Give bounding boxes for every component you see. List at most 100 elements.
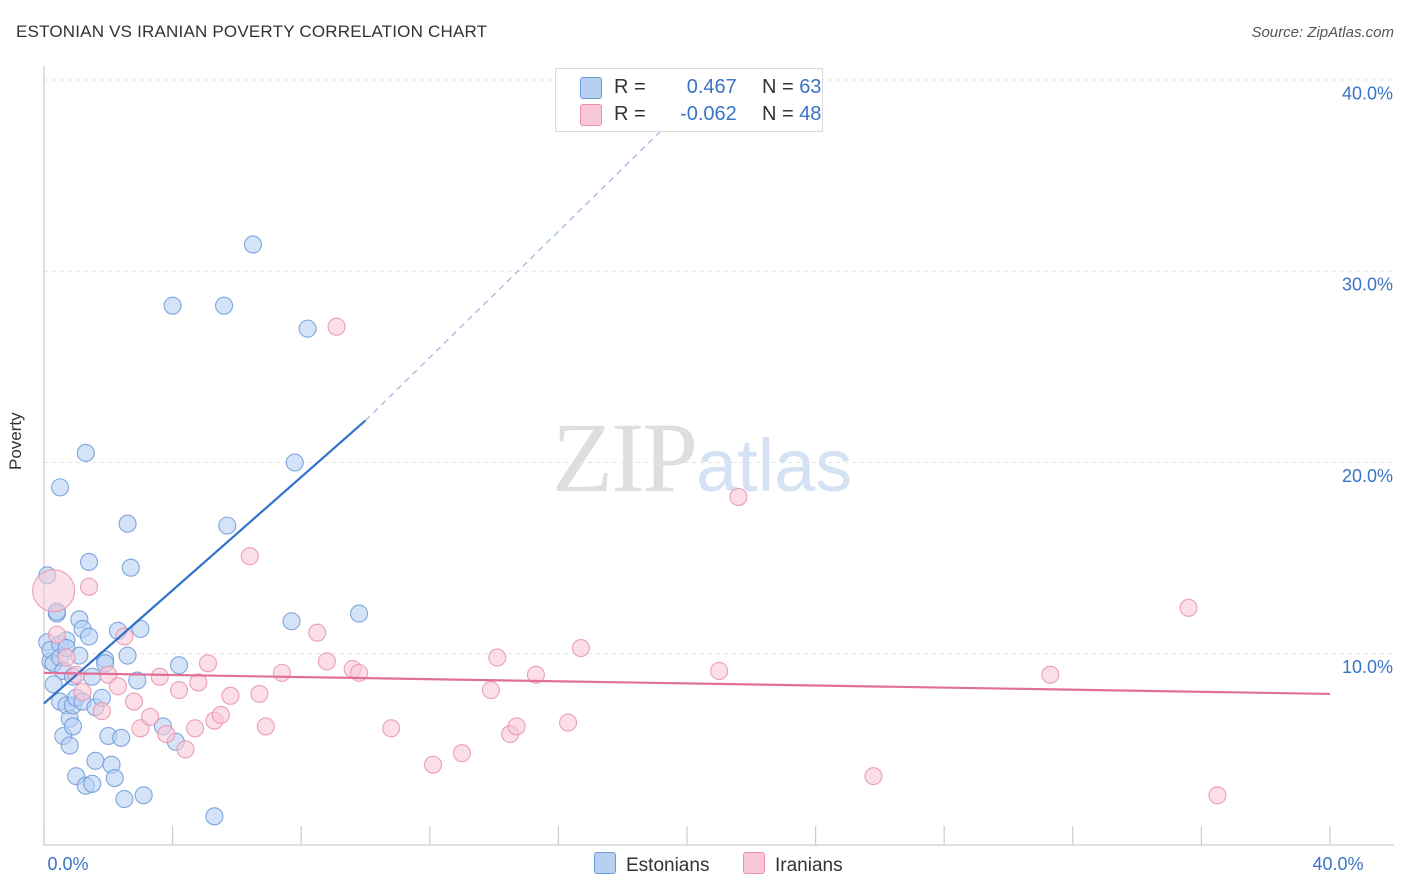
iranian-point <box>864 767 883 786</box>
iranian-point <box>488 648 507 667</box>
iranian-point <box>1179 598 1198 617</box>
estonian-point <box>218 516 237 535</box>
y-tick-label-10: 10.0% <box>1342 657 1393 677</box>
estonian-point <box>86 751 105 770</box>
bottom-estonians-label: Estonians <box>626 855 710 876</box>
estonian-point <box>60 736 79 755</box>
estonian-point <box>115 790 134 809</box>
estonian-point <box>51 478 70 497</box>
iranian-point <box>1041 665 1060 684</box>
bottom-legend-estonians: Estonians <box>594 852 709 877</box>
iranian-point <box>73 682 92 702</box>
iranians-stats: R = -0.062 N = 48 <box>614 103 821 126</box>
estonians-swatch <box>580 77 602 99</box>
chart-title: ESTONIAN VS IRANIAN POVERTY CORRELATION … <box>16 22 488 41</box>
estonian-point <box>44 675 63 694</box>
source-label: Source: ZipAtlas.com <box>1251 24 1394 41</box>
iranian-point <box>452 744 472 763</box>
iranian-point <box>507 717 526 736</box>
iranian-point <box>272 663 291 682</box>
iranian-point <box>157 725 176 744</box>
estonian-point <box>214 296 234 315</box>
iranian-point <box>108 677 127 696</box>
correlation-legend: R = 0.467 N = 63 R = -0.062 N = 48 <box>555 68 823 132</box>
estonian-point <box>350 604 369 623</box>
y-tick-label-30: 30.0% <box>1342 275 1393 295</box>
iranian-point <box>221 686 240 705</box>
iranian-point <box>124 692 144 711</box>
estonians-trend-extension <box>365 89 704 421</box>
iranian-point <box>32 569 76 613</box>
iranian-point <box>526 665 545 684</box>
estonians-trend-line <box>43 419 367 705</box>
iranians-swatch <box>580 104 602 126</box>
x-tick-label-min: 0.0% <box>47 854 88 874</box>
estonians-n-label: N = <box>761 76 794 98</box>
iranian-point <box>423 755 443 774</box>
iranians-n-label: N = <box>761 103 794 125</box>
estonian-point <box>282 612 301 631</box>
estonian-point <box>83 667 102 686</box>
iranians-trend-line <box>43 671 1331 696</box>
estonian-point <box>76 443 95 462</box>
iranian-point <box>558 713 578 732</box>
iranian-point <box>186 719 205 738</box>
iranian-point <box>189 673 208 692</box>
bottom-iranians-swatch <box>743 852 765 874</box>
iranian-point <box>198 654 218 673</box>
estonian-point <box>118 514 137 533</box>
iranian-point <box>317 652 336 671</box>
iranian-point <box>115 627 134 646</box>
y-tick-label-40: 40.0% <box>1342 83 1393 103</box>
iranian-point <box>57 648 76 667</box>
estonian-point <box>205 807 224 826</box>
iranian-point <box>256 717 275 736</box>
iranians-r-label: R = <box>614 103 646 125</box>
estonians-stats: R = 0.467 N = 63 <box>614 76 821 99</box>
iranian-point <box>211 705 230 725</box>
estonian-point <box>131 619 150 638</box>
iranian-point <box>729 487 748 506</box>
estonian-point <box>121 558 140 577</box>
estonian-point <box>163 296 182 315</box>
trend-lines <box>43 89 1331 705</box>
tick-labels: 10.0% 20.0% 30.0% 40.0% 0.0% 40.0% <box>47 83 1393 874</box>
estonian-point <box>128 671 147 690</box>
estonian-point <box>169 656 189 675</box>
y-tick-label-20: 20.0% <box>1342 466 1393 486</box>
iranian-point <box>571 638 590 658</box>
iranian-point <box>92 702 111 721</box>
estonian-point <box>112 728 131 747</box>
data-points <box>32 235 1227 826</box>
iranian-point <box>1208 786 1227 805</box>
iranian-point <box>481 681 500 700</box>
estonians-r-label: R = <box>614 76 646 98</box>
iranian-point <box>240 547 259 566</box>
x-tick-label-max: 40.0% <box>1312 854 1363 874</box>
iranian-point <box>710 661 729 681</box>
estonian-point <box>134 786 153 805</box>
iranian-point <box>250 684 269 703</box>
iranian-point <box>79 577 99 596</box>
estonian-point <box>79 552 99 572</box>
estonian-point <box>79 627 99 646</box>
estonians-r-value: 0.467 <box>686 76 737 98</box>
iranian-point <box>47 625 66 644</box>
estonian-point <box>243 235 263 254</box>
iranian-point <box>150 667 169 686</box>
iranians-n-value: 48 <box>799 103 822 125</box>
iranian-point <box>176 740 195 759</box>
estonian-point <box>298 319 317 338</box>
axes <box>43 66 1394 846</box>
grid-lines <box>44 79 1394 655</box>
bottom-legend-iranians: Iranians <box>743 852 843 877</box>
watermark-atlas: atlas <box>696 424 853 507</box>
iranians-r-value: -0.062 <box>680 103 737 125</box>
estonian-point <box>285 453 304 472</box>
estonian-point <box>118 646 137 665</box>
iranian-point <box>141 707 160 726</box>
watermark-zip: ZIP <box>552 402 698 513</box>
estonian-point <box>83 774 102 793</box>
estonian-point <box>105 769 124 788</box>
iranian-point <box>169 681 189 700</box>
